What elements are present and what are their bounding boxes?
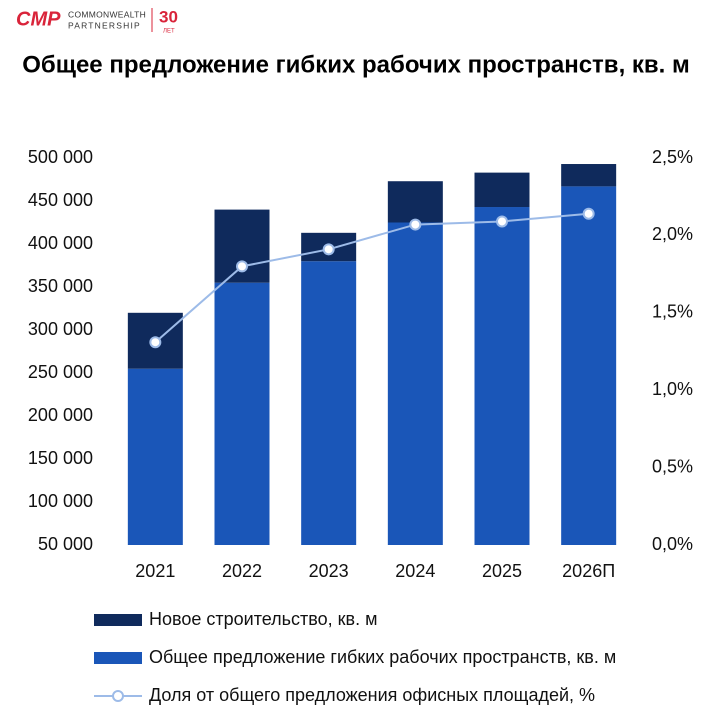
y2-tick-label: 1,0% (652, 379, 693, 399)
x-tick-label: 2024 (395, 561, 435, 581)
y-tick-label: 150 000 (28, 448, 93, 468)
logo-years-label: ЛЕТ (163, 29, 175, 35)
line-point (409, 218, 422, 231)
x-tick-label: 2026П (562, 561, 615, 581)
bar (301, 261, 357, 545)
y-tick-label: 350 000 (28, 276, 93, 296)
bar (561, 186, 617, 545)
y-tick-label: 450 000 (28, 190, 93, 210)
y-tick-label: 500 000 (28, 147, 93, 167)
legend-label: Общее предложение гибких рабочих простра… (149, 647, 616, 667)
bar (561, 164, 617, 187)
y-tick-label: 400 000 (28, 233, 93, 253)
bar (127, 368, 183, 545)
line-point (149, 336, 162, 349)
y2-tick-label: 0,5% (652, 456, 693, 476)
y-tick-label: 300 000 (28, 319, 93, 339)
x-tick-label: 2022 (222, 561, 262, 581)
y2-tick-label: 2,5% (652, 147, 693, 167)
logo-mark: CMP (16, 8, 61, 30)
line-point (582, 207, 595, 220)
logo: CMP COMMONWEALTH PARTNERSHIP 30 ЛЕТ (16, 7, 178, 34)
legend-swatch (112, 690, 124, 702)
bar (387, 222, 443, 545)
y2-tick-label: 0,0% (652, 534, 693, 554)
y-tick-label: 50 000 (38, 534, 93, 554)
y2-tick-label: 1,5% (652, 302, 693, 322)
y-tick-label: 200 000 (28, 405, 93, 425)
logo-text: COMMONWEALTH (68, 9, 146, 19)
line (154, 212, 589, 343)
x-tick-label: 2025 (482, 561, 522, 581)
legend-label: Новое строительство, кв. м (149, 609, 377, 629)
legend-swatch (94, 614, 142, 626)
logo-years: 30 (159, 7, 178, 26)
logo-text: PARTNERSHIP (68, 20, 141, 30)
y2-tick-label: 2,0% (652, 224, 693, 244)
bar (214, 282, 270, 545)
line-point (496, 215, 508, 228)
line-point (236, 260, 248, 273)
chart-title: Общее предложение гибких рабочих простра… (22, 51, 690, 78)
bar (474, 172, 530, 208)
y-tick-label: 250 000 (28, 362, 93, 382)
line-point (322, 243, 335, 256)
x-tick-label: 2021 (135, 561, 175, 581)
bar (387, 181, 443, 223)
x-tick-label: 2023 (309, 561, 349, 581)
legend-swatch (94, 652, 142, 664)
bar (474, 207, 530, 545)
y-tick-label: 100 000 (28, 491, 93, 511)
legend-label: Доля от общего предложения офисных площа… (149, 685, 595, 705)
